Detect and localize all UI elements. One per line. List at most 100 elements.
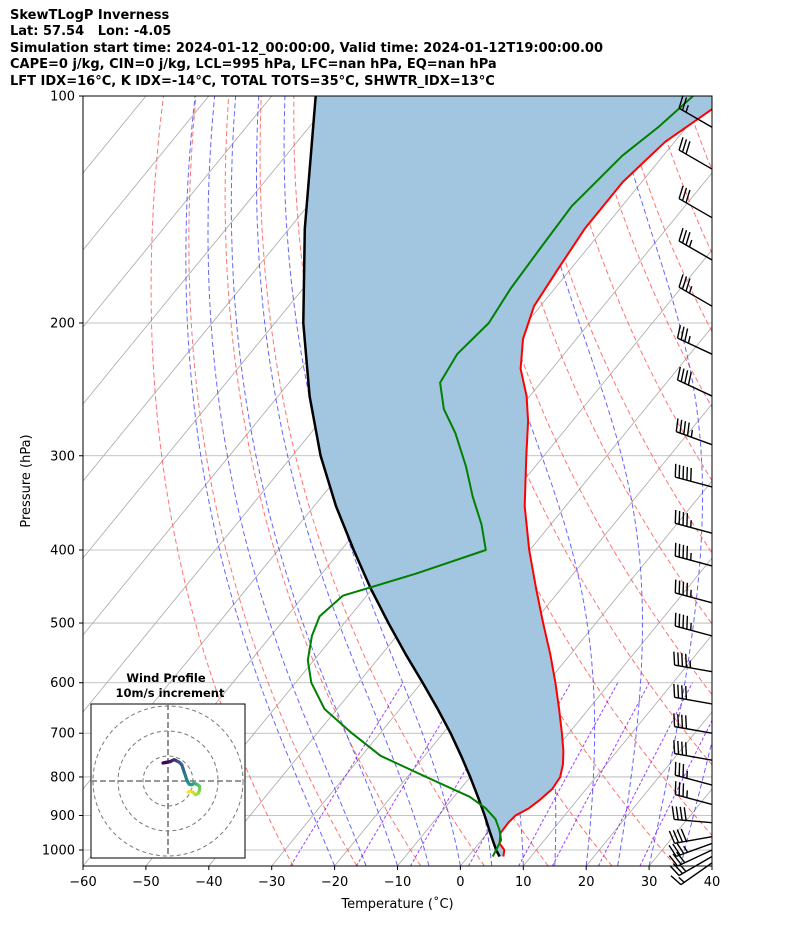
wind-barb-feather bbox=[678, 95, 684, 109]
wind-barb-shaft bbox=[678, 286, 713, 307]
wind-barb-half-feather bbox=[690, 429, 694, 438]
wind-barb-shaft bbox=[675, 625, 713, 637]
isotherm-line bbox=[271, 326, 712, 866]
isotherm-line bbox=[83, 96, 335, 405]
dry-adiabat-line bbox=[521, 96, 712, 554]
wind-barb-feather bbox=[680, 828, 688, 842]
x-tick-label: 40 bbox=[704, 875, 721, 890]
y-tick-label: 200 bbox=[50, 316, 75, 331]
dry-adiabat-line bbox=[619, 96, 712, 333]
wind-barb-half-feather bbox=[687, 335, 691, 344]
wind-barb bbox=[674, 781, 713, 806]
wind-barb-half-feather bbox=[680, 865, 687, 872]
wind-barb-feather bbox=[678, 228, 684, 242]
wind-barb bbox=[674, 463, 713, 488]
wind-barb bbox=[671, 806, 713, 824]
wind-barb bbox=[678, 228, 713, 261]
plot-area bbox=[83, 96, 794, 866]
wind-barb-feather bbox=[684, 653, 688, 668]
wind-barb bbox=[668, 828, 713, 844]
isotherm-line bbox=[775, 96, 794, 866]
wind-barb-feather bbox=[684, 370, 689, 384]
wind-barb-feather bbox=[683, 807, 687, 821]
wind-barb-shaft bbox=[678, 198, 713, 219]
wind-barb-shaft bbox=[676, 842, 713, 858]
stability-indices-lifted: LFT IDX=16°C, K IDX=-14°C, TOTAL TOTS=35… bbox=[10, 73, 495, 89]
mixing-ratio-line bbox=[597, 682, 693, 866]
wind-barb-feather bbox=[681, 685, 684, 699]
wind-barb-feather bbox=[677, 713, 680, 728]
mixing-ratio-line bbox=[290, 682, 404, 866]
wind-barb bbox=[674, 579, 713, 604]
x-tick-label: −20 bbox=[321, 875, 348, 890]
x-tick-label: −30 bbox=[258, 875, 285, 890]
dry-adiabat-line bbox=[750, 96, 794, 866]
wind-barb-shaft bbox=[674, 818, 713, 824]
wind-barb-feather bbox=[672, 843, 681, 856]
wind-barb-half-feather bbox=[688, 286, 693, 294]
wind-barb-feather bbox=[668, 844, 677, 857]
wind-barb-feather bbox=[686, 422, 690, 436]
wind-barb-feather bbox=[683, 421, 687, 435]
wind-barb-feather bbox=[685, 232, 691, 246]
x-tick-label: −60 bbox=[69, 875, 96, 890]
x-tick-label: −40 bbox=[195, 875, 222, 890]
wind-barb bbox=[676, 324, 713, 355]
wind-barb-feather bbox=[679, 806, 683, 821]
wind-barb-feather bbox=[685, 141, 691, 155]
wind-barb-feather bbox=[685, 189, 691, 203]
mixing-ratio-line bbox=[551, 682, 650, 866]
wind-barb-feather bbox=[681, 139, 688, 153]
wind-barb-feather bbox=[681, 653, 684, 667]
chart-title: SkewTLogP Inverness bbox=[10, 8, 170, 23]
y-tick-label: 400 bbox=[50, 543, 75, 558]
wind-barb-feather bbox=[679, 419, 683, 434]
wind-barb-shaft bbox=[674, 752, 713, 761]
wind-barb-shaft bbox=[675, 774, 713, 786]
wind-barb-feather bbox=[685, 278, 691, 292]
wind-barb bbox=[674, 612, 713, 637]
isotherm-line bbox=[83, 96, 398, 482]
wind-barb-feather bbox=[678, 274, 684, 288]
wind-barb bbox=[673, 651, 713, 673]
wind-barb-feather bbox=[672, 853, 682, 865]
dry-adiabat-line bbox=[717, 96, 794, 866]
y-tick-label: 600 bbox=[50, 676, 75, 691]
x-tick-label: 20 bbox=[578, 875, 595, 890]
wind-barb-shaft bbox=[677, 379, 713, 397]
wind-barb-feather bbox=[681, 230, 688, 244]
isotherm-line bbox=[83, 96, 273, 328]
parcel-profile-line bbox=[302, 96, 501, 858]
x-tick-label: −50 bbox=[132, 875, 159, 890]
wind-barbs bbox=[668, 95, 713, 886]
wind-barb-feather bbox=[668, 830, 676, 844]
moist-adiabat-line bbox=[611, 96, 703, 866]
cin-shaded-area bbox=[303, 96, 712, 857]
wind-barb-shaft bbox=[674, 835, 713, 844]
chart-header: SkewTLogP Inverness Lat: 57.54 Lon: -4.0… bbox=[10, 8, 603, 90]
isotherm-line bbox=[585, 711, 712, 866]
mixing-ratio-line bbox=[355, 682, 466, 866]
wind-barb-feather bbox=[672, 830, 680, 843]
wind-barb-feather bbox=[684, 328, 689, 342]
moist-adiabat-line bbox=[256, 96, 430, 866]
wind-barb-shaft bbox=[674, 696, 713, 705]
y-axis-label: Pressure (hPa) bbox=[19, 434, 34, 527]
moist-adiabat-line bbox=[230, 96, 398, 866]
wind-barb-feather bbox=[681, 276, 688, 290]
wind-barb-half-feather bbox=[685, 105, 689, 113]
dry-adiabat-line bbox=[259, 96, 485, 866]
x-axis-label: Temperature (˚C) bbox=[340, 896, 453, 912]
wind-barb-feather bbox=[675, 842, 685, 855]
wind-barb-feather bbox=[675, 418, 679, 432]
wind-barb-feather bbox=[678, 137, 684, 151]
wind-barb-feather bbox=[680, 368, 685, 382]
wind-barb-feather bbox=[673, 651, 676, 666]
axes: −60 −50 −40 −30 −20 −10 0 10 20 30 40 1000 900 800 700… bbox=[19, 90, 720, 913]
wind-barb-feather bbox=[669, 865, 680, 876]
moist-adiabat-line bbox=[185, 96, 336, 866]
dewpoint-profile-line bbox=[306, 96, 694, 857]
dry-adiabat-line bbox=[188, 96, 358, 866]
wind-barb-feather bbox=[670, 875, 682, 886]
wind-barb-shaft bbox=[677, 849, 713, 867]
